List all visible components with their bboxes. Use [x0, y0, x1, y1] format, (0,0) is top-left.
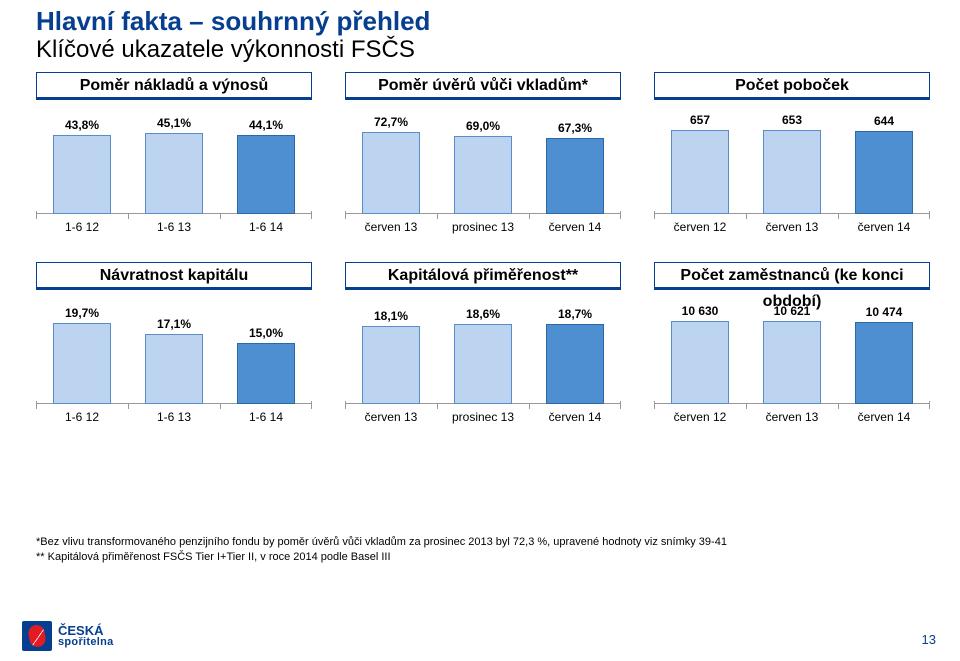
bar-value-label: 10 630	[654, 304, 746, 318]
bar	[237, 343, 294, 404]
footnote: *Bez vlivu transformovaného penzijního f…	[36, 536, 727, 548]
bar	[145, 334, 202, 404]
section-header: Kapitálová přiměřenost**	[345, 262, 621, 290]
logo-line2: spořitelna	[58, 637, 114, 648]
bar	[546, 138, 603, 214]
bar	[237, 135, 294, 214]
bar-category-label: 1-6 14	[220, 220, 312, 234]
bar-category-label: prosinec 13	[437, 220, 529, 234]
page-number: 13	[922, 632, 936, 647]
bar-chart: 19,7% 1-6 12 17,1% 1-6 13 15,0% 1-6 14	[36, 302, 312, 422]
bar-value-label: 18,1%	[345, 309, 437, 323]
bar	[145, 133, 202, 214]
bar-category-label: 1-6 13	[128, 410, 220, 424]
page-subtitle: Klíčové ukazatele výkonnosti FSČS	[36, 36, 415, 64]
bar-value-label: 44,1%	[220, 118, 312, 132]
bar-category-label: červen 14	[529, 220, 621, 234]
bar-value-label: 67,3%	[529, 121, 621, 135]
footnote: ** Kapitálová přiměřenost FSČS Tier I+Ti…	[36, 551, 391, 563]
bar	[53, 323, 110, 404]
section-header: Poměr úvěrů vůči vkladům*	[345, 72, 621, 100]
page-title: Hlavní fakta – souhrnný přehled	[36, 6, 430, 37]
bar	[546, 324, 603, 404]
bar-category-label: červen 13	[345, 220, 437, 234]
bar-value-label: 18,6%	[437, 307, 529, 321]
bar-category-label: červen 12	[654, 410, 746, 424]
bar-value-label: 69,0%	[437, 119, 529, 133]
bar-value-label: 653	[746, 113, 838, 127]
bar-chart: 10 630 červen 12 10 621 červen 13 10 474 červ…	[654, 302, 930, 422]
bar	[454, 324, 511, 404]
bar	[763, 321, 820, 404]
bar	[671, 130, 728, 214]
bar-category-label: 1-6 12	[36, 220, 128, 234]
bar-category-label: červen 12	[654, 220, 746, 234]
bar-value-label: 10 621	[746, 304, 838, 318]
bar-value-label: 657	[654, 113, 746, 127]
bar-category-label: prosinec 13	[437, 410, 529, 424]
bar-value-label: 17,1%	[128, 317, 220, 331]
bar-value-label: 10 474	[838, 305, 930, 319]
bar-chart: 18,1% červen 13 18,6% prosinec 13 18,7% červe…	[345, 302, 621, 422]
bar-category-label: červen 14	[838, 220, 930, 234]
bar	[671, 321, 728, 404]
section-header: Počet poboček	[654, 72, 930, 100]
bar-category-label: červen 14	[838, 410, 930, 424]
bar-chart: 43,8% 1-6 12 45,1% 1-6 13 44,1% 1-6 14	[36, 112, 312, 232]
bar-value-label: 43,8%	[36, 118, 128, 132]
logo: ČESKÁspořitelna	[22, 621, 114, 651]
bar	[362, 326, 419, 404]
logo-text: ČESKÁspořitelna	[58, 624, 114, 648]
bar-value-label: 72,7%	[345, 115, 437, 129]
bar-category-label: 1-6 14	[220, 410, 312, 424]
bar-category-label: červen 13	[746, 220, 838, 234]
bar-value-label: 45,1%	[128, 116, 220, 130]
bar-category-label: červen 13	[345, 410, 437, 424]
section-header: Poměr nákladů a výnosů	[36, 72, 312, 100]
bar	[53, 135, 110, 214]
bar-value-label: 644	[838, 114, 930, 128]
bar-chart: 72,7% červen 13 69,0% prosinec 13 67,3% červe…	[345, 112, 621, 232]
section-header: Počet zaměstnanců (ke konci období)	[654, 262, 930, 290]
bar-category-label: červen 13	[746, 410, 838, 424]
bar-value-label: 18,7%	[529, 307, 621, 321]
bar	[855, 322, 912, 404]
bar	[763, 130, 820, 214]
bar-chart: 657 červen 12 653 červen 13 644 červen 14	[654, 112, 930, 232]
bar-value-label: 19,7%	[36, 306, 128, 320]
logo-icon	[22, 621, 52, 651]
section-header: Návratnost kapitálu	[36, 262, 312, 290]
bar	[855, 131, 912, 214]
bar-category-label: 1-6 13	[128, 220, 220, 234]
bar	[362, 132, 419, 214]
bar-category-label: červen 14	[529, 410, 621, 424]
bar-category-label: 1-6 12	[36, 410, 128, 424]
bar	[454, 136, 511, 214]
bar-value-label: 15,0%	[220, 326, 312, 340]
